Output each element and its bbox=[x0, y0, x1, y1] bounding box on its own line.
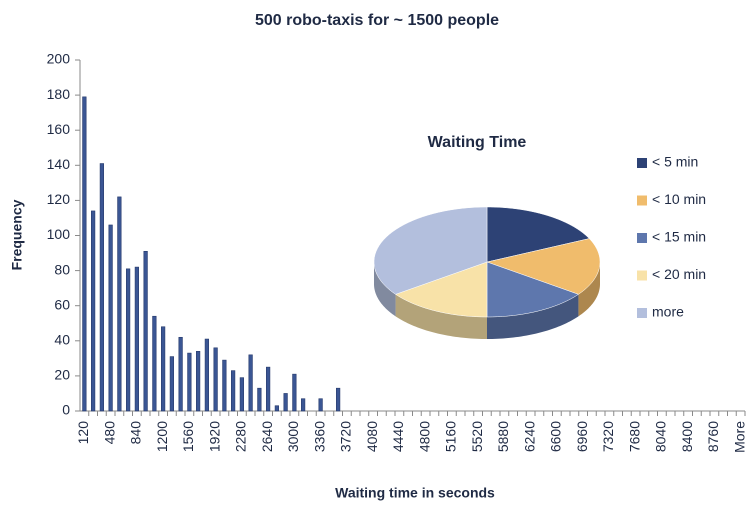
bar bbox=[161, 326, 166, 412]
bar bbox=[126, 268, 131, 412]
bar bbox=[292, 373, 297, 412]
bar bbox=[257, 387, 262, 412]
y-tick-label: 100 bbox=[47, 226, 71, 242]
pie-slice bbox=[395, 261, 488, 318]
bar bbox=[239, 377, 244, 412]
x-tick-label: 480 bbox=[101, 421, 117, 445]
y-tick-label: 20 bbox=[54, 367, 70, 383]
bar bbox=[143, 250, 148, 412]
pie-title: Waiting Time bbox=[428, 134, 527, 151]
y-tick-label: 140 bbox=[47, 156, 71, 172]
pie-slice-side bbox=[374, 262, 396, 317]
x-tick-label: 5880 bbox=[495, 421, 511, 452]
bar bbox=[169, 356, 174, 412]
bar bbox=[266, 366, 271, 412]
x-tick-label: 4080 bbox=[364, 421, 380, 452]
bar bbox=[318, 398, 323, 412]
legend-label: < 10 min bbox=[652, 191, 706, 207]
bar bbox=[274, 405, 279, 412]
x-tick-label: 6240 bbox=[521, 421, 537, 452]
bar bbox=[82, 96, 87, 412]
pie-slice-side bbox=[395, 294, 487, 339]
x-tick-label: 6600 bbox=[548, 421, 564, 452]
x-tick-label: 3360 bbox=[311, 421, 327, 452]
bar bbox=[248, 354, 253, 412]
x-tick-label: 5520 bbox=[469, 421, 485, 452]
x-tick-label: 840 bbox=[128, 421, 144, 445]
x-tick-label: 8760 bbox=[705, 421, 721, 452]
x-tick-label: 120 bbox=[75, 421, 91, 445]
bar bbox=[222, 359, 227, 412]
legend-swatch bbox=[637, 270, 647, 281]
bar bbox=[108, 224, 113, 412]
x-axis-label: Waiting time in seconds bbox=[335, 485, 495, 501]
bar bbox=[336, 387, 341, 412]
legend-label: more bbox=[652, 304, 684, 320]
x-tick-label: 1560 bbox=[180, 421, 196, 452]
legend-label: < 15 min bbox=[652, 229, 706, 245]
bar bbox=[117, 196, 122, 412]
pie-slice bbox=[486, 238, 601, 295]
pie-slice-side bbox=[487, 294, 579, 339]
x-tick-label: 8040 bbox=[653, 421, 669, 452]
x-tick-label: 7320 bbox=[600, 421, 616, 452]
y-tick-label: 60 bbox=[54, 296, 70, 312]
x-tick-label: 6960 bbox=[574, 421, 590, 452]
legend-label: < 20 min bbox=[652, 266, 706, 282]
x-tick-label: More bbox=[731, 421, 747, 453]
legend-swatch bbox=[637, 233, 647, 243]
bar bbox=[231, 370, 236, 412]
x-tick-label: 2280 bbox=[233, 421, 249, 452]
x-tick-label: 7680 bbox=[626, 421, 642, 452]
bar bbox=[134, 266, 139, 412]
x-tick-label: 4800 bbox=[416, 421, 432, 452]
y-tick-label: 0 bbox=[62, 402, 70, 418]
pie-slice-side bbox=[578, 262, 600, 317]
bar bbox=[204, 338, 209, 412]
bar bbox=[301, 398, 306, 412]
bar bbox=[213, 347, 218, 412]
x-tick-label: 5160 bbox=[443, 421, 459, 452]
x-tick-label: 8400 bbox=[679, 421, 695, 452]
bar bbox=[178, 336, 183, 412]
legend-label: < 5 min bbox=[652, 154, 698, 170]
x-tick-label: 3720 bbox=[338, 421, 354, 452]
pie-slice bbox=[486, 261, 579, 318]
x-tick-label: 2640 bbox=[259, 421, 275, 452]
x-tick-label: 1920 bbox=[206, 421, 222, 452]
chart-title: 500 robo-taxis for ~ 1500 people bbox=[255, 12, 499, 29]
bar bbox=[283, 393, 288, 412]
pie-slice bbox=[486, 206, 590, 263]
legend-swatch bbox=[637, 158, 647, 168]
bar bbox=[152, 315, 157, 412]
bar bbox=[91, 210, 96, 412]
legend-swatch bbox=[637, 195, 647, 206]
x-tick-label: 3000 bbox=[285, 421, 301, 452]
y-axis-label: Frequency bbox=[9, 199, 25, 270]
bar bbox=[187, 352, 192, 412]
y-tick-label: 80 bbox=[54, 261, 70, 277]
legend-swatch bbox=[637, 308, 647, 318]
x-tick-label: 1200 bbox=[154, 421, 170, 452]
y-tick-label: 160 bbox=[47, 121, 71, 137]
y-tick-label: 180 bbox=[47, 86, 71, 102]
bar bbox=[99, 163, 104, 412]
y-tick-label: 120 bbox=[47, 191, 71, 207]
pie-slice bbox=[373, 206, 488, 295]
y-tick-label: 40 bbox=[54, 332, 70, 348]
y-tick-label: 200 bbox=[47, 51, 71, 67]
x-tick-label: 4440 bbox=[390, 421, 406, 452]
bar bbox=[196, 351, 201, 412]
